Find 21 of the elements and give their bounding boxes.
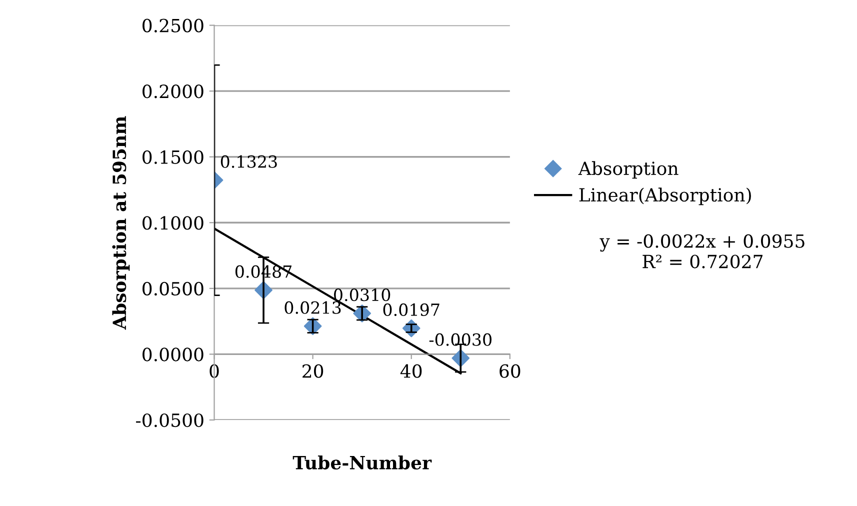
y-tick-label: 0.1000 — [142, 216, 204, 230]
legend-label: Linear(Absorption) — [579, 188, 751, 206]
text: y = -0.0022x + 0.0955 R² = 0.72027 — [600, 234, 804, 268]
data-label: 0.0197 — [383, 303, 440, 316]
data-label: 0.0310 — [334, 288, 390, 302]
x-tick-label: 60 — [500, 364, 520, 378]
x-tick-label: 0 — [210, 364, 219, 378]
y-tick-label: 0.2000 — [142, 84, 204, 98]
y-tick-label: 0.0500 — [142, 282, 204, 296]
x-tick-label: 40 — [400, 364, 422, 378]
x-tick-label: 20 — [302, 364, 324, 378]
legend-label: Absorption — [578, 161, 678, 179]
data-label: 0.0213 — [284, 301, 341, 314]
x-axis-title: Tube-Number — [292, 456, 432, 470]
data-label: 0.1323 — [220, 155, 277, 168]
y-tick-label: -0.0500 — [136, 413, 204, 428]
y-axis-title: Absorption at 595nm — [112, 116, 130, 330]
y-tick-label: 0.0000 — [142, 348, 204, 362]
y-tick-label: 0.2500 — [142, 18, 204, 32]
data-label: -0.0030 — [429, 333, 492, 346]
y-tick-label: 0.1500 — [142, 150, 204, 164]
